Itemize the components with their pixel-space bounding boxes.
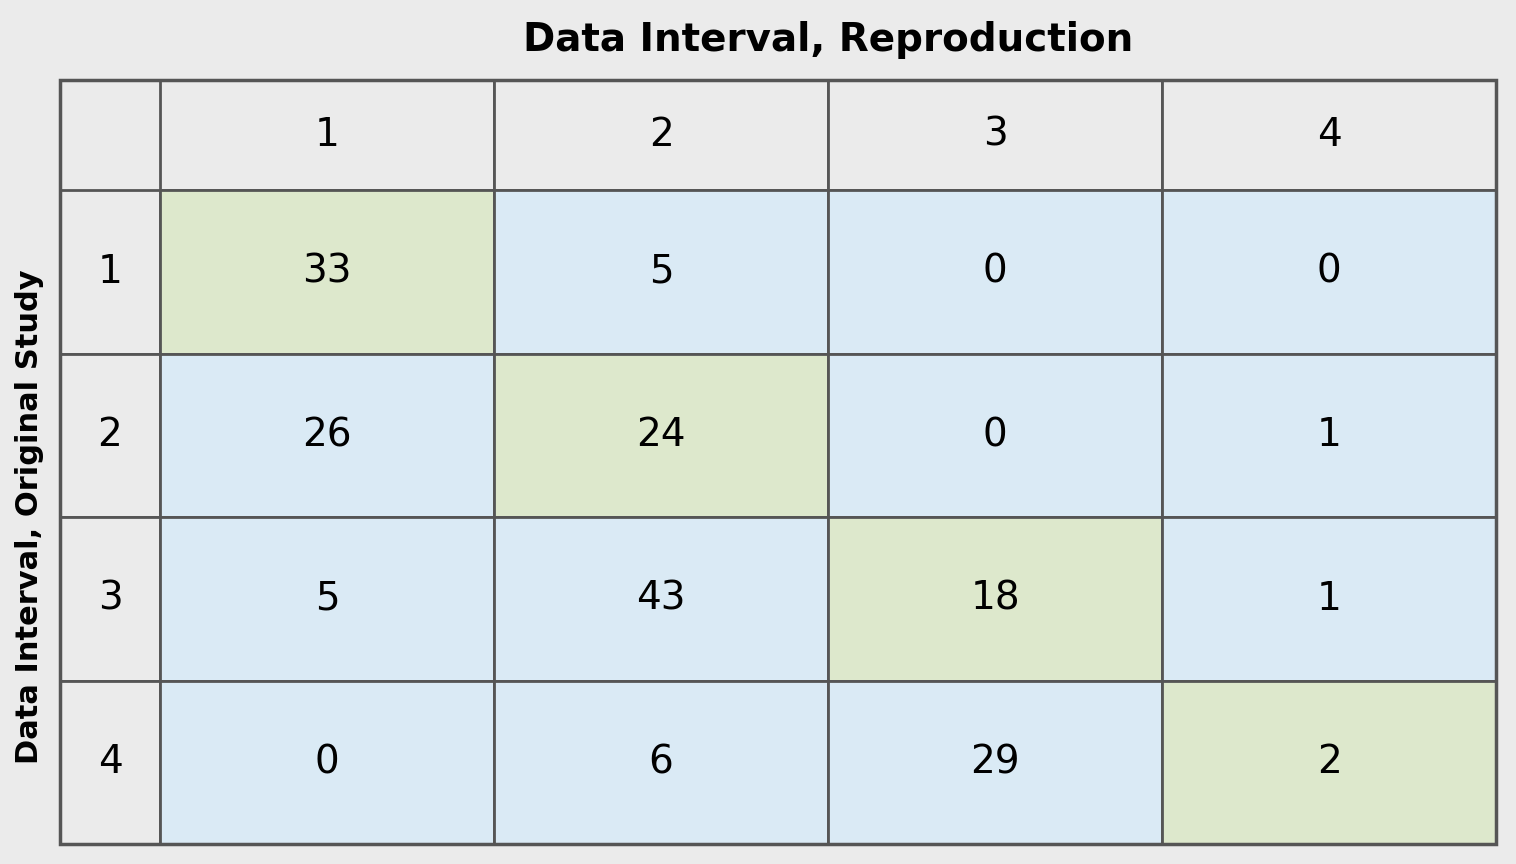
Bar [61,80,1496,844]
Text: 0: 0 [982,253,1007,291]
Text: 29: 29 [970,743,1020,781]
Bar [161,353,494,517]
Bar [828,681,1161,844]
Bar [828,517,1161,681]
Bar [1161,353,1496,517]
Bar [1161,190,1496,353]
Bar [161,190,494,353]
Bar [1161,681,1496,844]
Bar [494,517,828,681]
Text: 2: 2 [1316,743,1342,781]
Text: 1: 1 [1316,416,1342,454]
Bar [61,681,161,844]
Bar [494,80,828,190]
Bar [161,80,494,190]
Text: 0: 0 [982,416,1007,454]
Text: 2: 2 [97,416,123,454]
Text: 1: 1 [314,116,340,154]
Text: Data Interval, Reproduction: Data Interval, Reproduction [523,21,1132,59]
Text: 26: 26 [302,416,352,454]
Text: 6: 6 [649,743,673,781]
Text: 5: 5 [649,253,673,291]
Text: 0: 0 [315,743,340,781]
Text: 33: 33 [302,253,352,291]
Bar [61,190,161,353]
Bar [1161,517,1496,681]
Text: Data Interval, Original Study: Data Interval, Original Study [15,270,44,765]
Text: 0: 0 [1316,253,1342,291]
Text: 18: 18 [970,580,1020,618]
Bar [494,681,828,844]
Bar [494,190,828,353]
Bar [61,517,161,681]
Text: 1: 1 [1316,580,1342,618]
Text: 3: 3 [97,580,123,618]
Bar [61,353,161,517]
Text: 43: 43 [637,580,685,618]
Text: 4: 4 [97,743,123,781]
Bar [1161,80,1496,190]
Bar [828,80,1161,190]
Bar [828,190,1161,353]
Bar [161,517,494,681]
Bar [161,681,494,844]
Text: 5: 5 [315,580,340,618]
Bar [494,353,828,517]
Text: 2: 2 [649,116,673,154]
Text: 4: 4 [1316,116,1342,154]
Text: 3: 3 [982,116,1007,154]
Bar [828,353,1161,517]
Text: 1: 1 [97,253,123,291]
Text: 24: 24 [637,416,685,454]
